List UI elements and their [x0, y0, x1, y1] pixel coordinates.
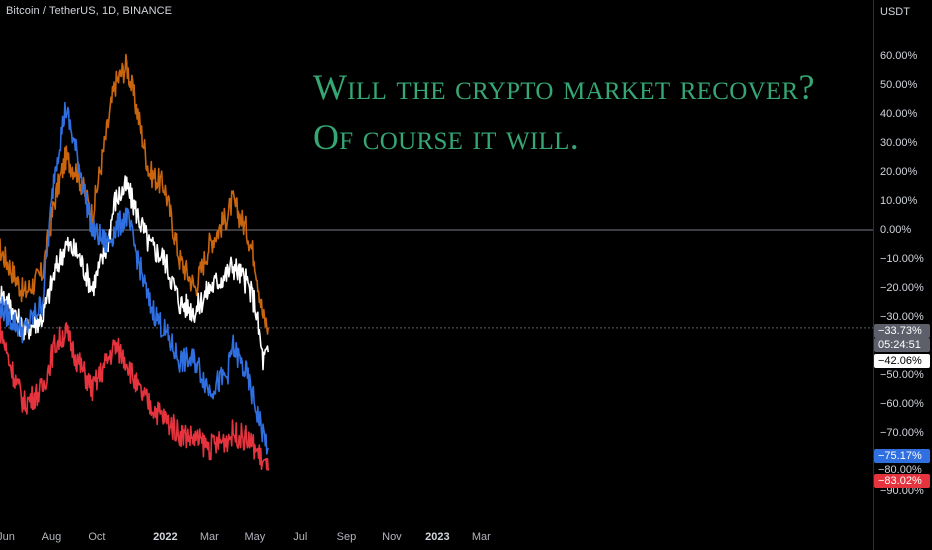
x-tick-label: Jun: [0, 531, 15, 543]
series-line-blue[interactable]: [0, 101, 269, 455]
x-tick-label: Jul: [293, 531, 308, 543]
currency-label[interactable]: USDT: [880, 6, 910, 18]
y-tick-label: −30.00%: [880, 311, 924, 323]
y-tick-label: 20.00%: [880, 166, 918, 178]
price-tag-partial: −80.00%: [874, 463, 930, 477]
x-tick-label: 2022: [153, 531, 178, 543]
y-tick-label: −50.00%: [880, 369, 924, 381]
y-tick-label: 0.00%: [880, 224, 912, 236]
series-line-orange[interactable]: [0, 53, 269, 335]
x-tick-label: Mar: [471, 531, 491, 543]
annotation-line-1: Will the crypto market recover?: [313, 67, 815, 107]
x-tick-label: Sep: [336, 531, 357, 543]
annotation-line-2: Of course it will.: [313, 117, 579, 157]
x-tick-label: Aug: [41, 531, 62, 543]
x-tick-label: May: [244, 531, 266, 543]
price-tag-white: −42.06%: [874, 354, 930, 368]
symbol-label[interactable]: Bitcoin / TetherUS, 1D, BINANCE: [6, 5, 173, 17]
y-tick-label: 30.00%: [880, 137, 918, 149]
y-tick-label: −60.00%: [880, 398, 924, 410]
y-tick-label: 60.00%: [880, 50, 918, 62]
y-tick-label: −90.00%: [880, 485, 924, 497]
x-tick-label: 2023: [425, 531, 450, 543]
price-tag-orange: −33.73%: [874, 324, 930, 338]
y-tick-label: 40.00%: [880, 108, 918, 120]
series-line-white[interactable]: [0, 175, 269, 371]
y-tick-label: −70.00%: [880, 427, 924, 439]
y-tick-label: 10.00%: [880, 195, 918, 207]
y-tick-label: −10.00%: [880, 253, 924, 265]
chart-annotation-text: Will the crypto market recover? Of cours…: [313, 62, 815, 162]
y-tick-label: 50.00%: [880, 79, 918, 91]
series-line-red[interactable]: [0, 315, 269, 471]
price-tag-red: −83.02%: [874, 474, 930, 488]
x-tick-label: Nov: [382, 531, 402, 543]
price-tag-countdown: 05:24:51: [874, 338, 930, 352]
price-tag-blue: −75.17%: [874, 449, 930, 463]
x-tick-label: Oct: [88, 531, 106, 543]
y-tick-label: −20.00%: [880, 282, 924, 294]
x-tick-label: Mar: [199, 531, 219, 543]
